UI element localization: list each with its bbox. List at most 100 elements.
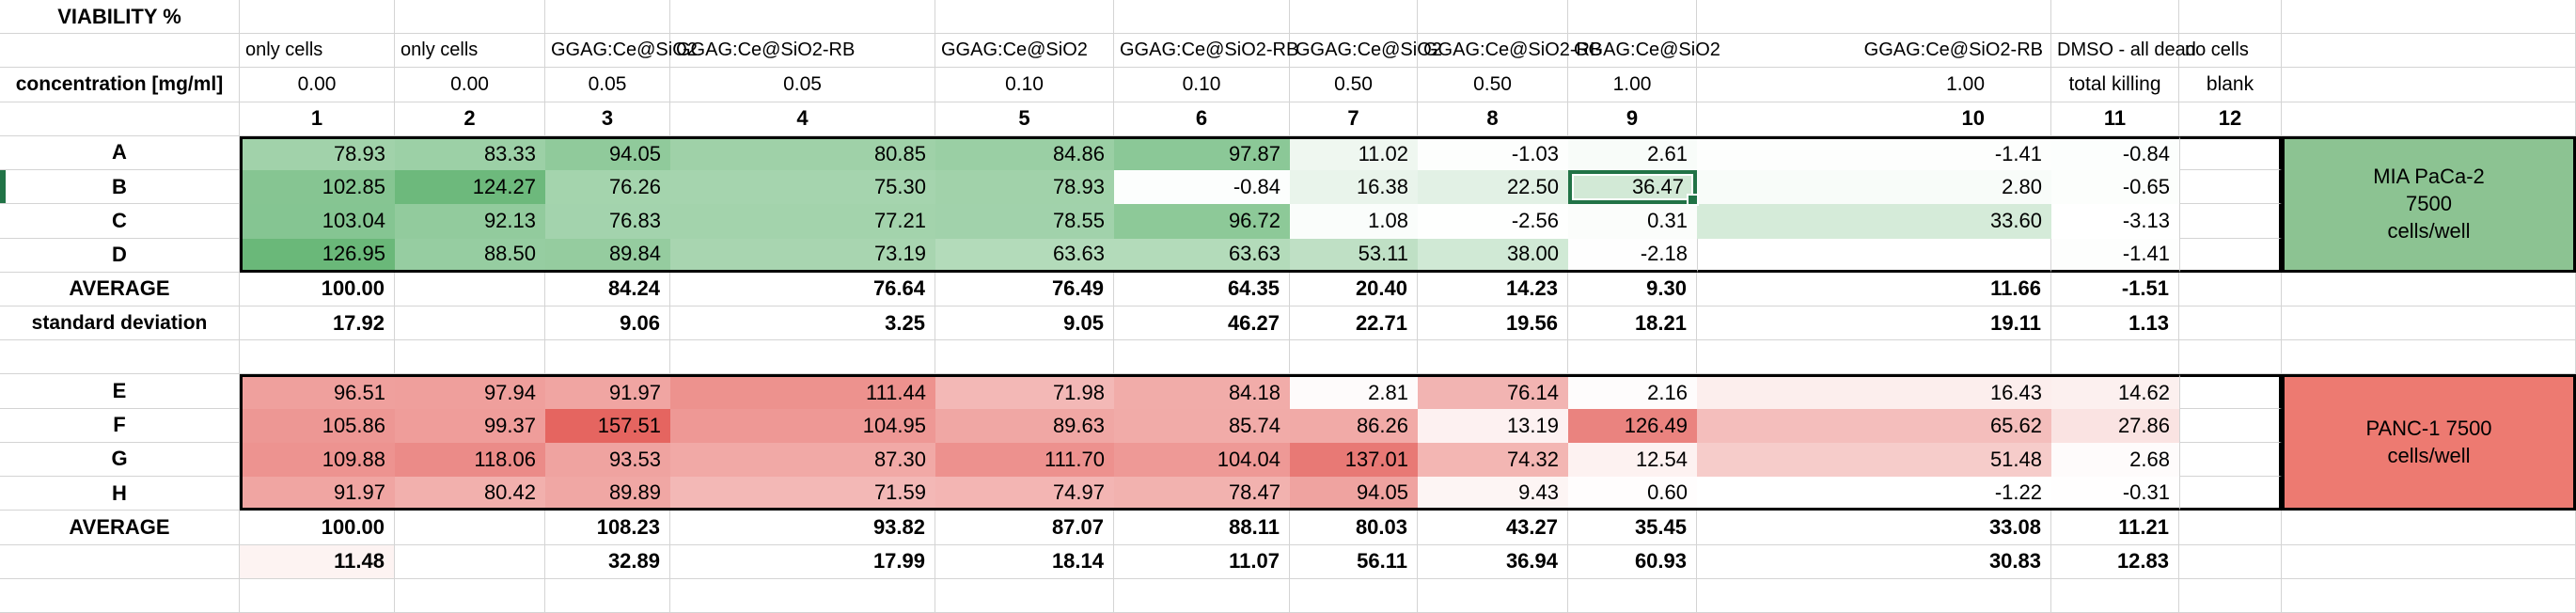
cell-F-c4[interactable]: 104.95 — [670, 408, 935, 443]
cell-D-c12[interactable] — [2179, 238, 2282, 273]
cell-C-c7[interactable]: 1.08 — [1290, 204, 1418, 239]
cell-blank-mia-paca-2-c14[interactable] — [2282, 340, 2576, 375]
cell-G-c3[interactable]: 93.53 — [545, 442, 670, 478]
cell-G-c8[interactable]: 74.32 — [1418, 442, 1568, 478]
cell-D-c3[interactable]: 89.84 — [545, 238, 670, 273]
row-label-G[interactable]: G — [0, 442, 240, 478]
cell-average-mia-paca-2-c10[interactable]: 11.66 — [1697, 272, 2051, 306]
cell-C-c3[interactable]: 76.83 — [545, 204, 670, 239]
header-sample-c11[interactable]: DMSO - all dead — [2051, 34, 2196, 69]
cell-average-panc-1-c2[interactable] — [395, 511, 545, 545]
cell-r1-c6[interactable] — [1114, 0, 1290, 35]
cell-C-c12[interactable] — [2179, 204, 2282, 239]
cell-A-c9[interactable]: 2.61 — [1568, 135, 1697, 171]
side-label-mia-paca-2[interactable]: MIA PaCa-2 7500 cells/well — [2282, 135, 2576, 273]
cell-C-c11[interactable]: -3.13 — [2051, 204, 2179, 239]
cell-r1-c4[interactable] — [670, 0, 935, 35]
cell-E-c11[interactable]: 14.62 — [2051, 374, 2179, 409]
cell-G-c9[interactable]: 12.54 — [1568, 442, 1697, 478]
cell-D-c6[interactable]: 63.63 — [1114, 238, 1290, 273]
cell-H-c5[interactable]: 74.97 — [935, 477, 1114, 511]
row-label-std-panc-1[interactable] — [0, 544, 240, 579]
cell-F-c12[interactable] — [2179, 408, 2282, 443]
cell-E-c4[interactable]: 111.44 — [670, 374, 935, 409]
cell-B-c1[interactable]: 102.85 — [240, 170, 395, 205]
header-conc-c12[interactable]: blank — [2179, 68, 2282, 102]
cell-B-c9[interactable]: 36.47 — [1568, 170, 1699, 207]
cell-G-c2[interactable]: 118.06 — [395, 442, 545, 478]
cell-A-c8[interactable]: -1.03 — [1418, 135, 1568, 171]
cell-std-mia-paca-2-c7[interactable]: 22.71 — [1290, 306, 1418, 341]
cell-G-c11[interactable]: 2.68 — [2051, 442, 2179, 478]
cell-A-c11[interactable]: -0.84 — [2051, 135, 2179, 171]
header-conc-c4[interactable]: 0.05 — [670, 68, 935, 102]
cell-C-c8[interactable]: -2.56 — [1418, 204, 1568, 239]
header-conc-c3[interactable]: 0.05 — [545, 68, 670, 102]
cell-r3-side[interactable] — [2282, 68, 2576, 102]
cell-F-c6[interactable]: 85.74 — [1114, 408, 1290, 443]
cell-std-mia-paca-2-c3[interactable]: 9.06 — [545, 306, 670, 341]
cell-average-mia-paca-2-c11[interactable]: -1.51 — [2051, 272, 2179, 306]
cell-average-panc-1-c10[interactable]: 33.08 — [1697, 511, 2051, 545]
header-sample-c9[interactable]: GGAG:Ce@SiO2 — [1568, 34, 1720, 69]
cell-H-c3[interactable]: 89.89 — [545, 477, 670, 511]
cell-blank-mia-paca-2-c5[interactable] — [670, 340, 935, 375]
cell-average-panc-1-c3[interactable]: 108.23 — [545, 511, 670, 545]
cell-blank-panc-1-c7[interactable] — [1114, 578, 1290, 613]
cell-E-c1[interactable]: 96.51 — [240, 374, 395, 409]
cell-r1-c7[interactable] — [1290, 0, 1418, 35]
cell-r1-c12[interactable] — [2179, 0, 2282, 35]
header-conc-c7[interactable]: 0.50 — [1290, 68, 1418, 102]
sheet-title[interactable]: VIABILITY % — [0, 0, 240, 35]
side-label-panc-1[interactable]: PANC-1 7500 cells/well — [2282, 374, 2576, 511]
cell-std-mia-paca-2-c2[interactable] — [395, 306, 545, 341]
cell-C-c10[interactable]: 33.60 — [1697, 204, 2051, 239]
cell-std-mia-paca-2-c6[interactable]: 46.27 — [1114, 306, 1290, 341]
cell-A-c10[interactable]: -1.41 — [1697, 135, 2051, 171]
cell-std-panc-1-c3[interactable]: 32.89 — [545, 544, 670, 579]
cell-C-c4[interactable]: 77.21 — [670, 204, 935, 239]
row-label-C[interactable]: C — [0, 204, 240, 239]
cell-blank-panc-1-c3[interactable] — [395, 578, 545, 613]
header-concentration-label[interactable]: concentration [mg/ml] — [0, 68, 240, 102]
cell-G-c6[interactable]: 104.04 — [1114, 442, 1290, 478]
row-label-E[interactable]: E — [0, 374, 240, 409]
cell-H-c2[interactable]: 80.42 — [395, 477, 545, 511]
cell-r1-c1[interactable] — [240, 0, 395, 35]
cell-F-c11[interactable]: 27.86 — [2051, 408, 2179, 443]
cell-average-mia-paca-2-c9[interactable]: 9.30 — [1568, 272, 1697, 306]
cell-C-c5[interactable]: 78.55 — [935, 204, 1114, 239]
cell-std-mia-paca-2-c11[interactable]: 1.13 — [2051, 306, 2179, 341]
cell-F-c3[interactable]: 157.51 — [545, 408, 670, 443]
cell-E-c10[interactable]: 16.43 — [1697, 374, 2051, 409]
cell-r4-side[interactable] — [2282, 102, 2576, 136]
cell-B-c5[interactable]: 78.93 — [935, 170, 1114, 205]
cell-average-panc-1-c9[interactable]: 35.45 — [1568, 511, 1697, 545]
cell-std-panc-1-c8[interactable]: 36.94 — [1418, 544, 1568, 579]
cell-std-mia-paca-2-c9[interactable]: 18.21 — [1568, 306, 1697, 341]
cell-r1-c5[interactable] — [935, 0, 1114, 35]
cell-B-c2[interactable]: 124.27 — [395, 170, 545, 205]
cell-average-panc-1-c7[interactable]: 80.03 — [1290, 511, 1418, 545]
header-num-c12[interactable]: 12 — [2179, 102, 2282, 136]
cell-average-mia-paca-2-c3[interactable]: 84.24 — [545, 272, 670, 306]
cell-H-c10[interactable]: -1.22 — [1697, 477, 2051, 511]
cell-B-c6[interactable]: -0.84 — [1114, 170, 1290, 205]
cell-H-c9[interactable]: 0.60 — [1568, 477, 1697, 511]
cell-std-panc-1-c2[interactable] — [395, 544, 545, 579]
cell-H-c12[interactable] — [2179, 477, 2282, 511]
header-num-c11[interactable]: 11 — [2051, 102, 2179, 136]
cell-average-mia-paca-2-c7[interactable]: 20.40 — [1290, 272, 1418, 306]
cell-E-c12[interactable] — [2179, 374, 2282, 409]
cell-r1-c8[interactable] — [1418, 0, 1568, 35]
header-sample-c6[interactable]: GGAG:Ce@SiO2-RB — [1114, 34, 1298, 69]
cell-D-c7[interactable]: 53.11 — [1290, 238, 1418, 273]
cell-average-mia-paca-2-c1[interactable]: 100.00 — [240, 272, 395, 306]
row-label-r2[interactable] — [0, 34, 240, 69]
cell-std-mia-paca-2-c10[interactable]: 19.11 — [1697, 306, 2051, 341]
cell-blank-mia-paca-2-c13[interactable] — [2179, 340, 2282, 375]
cell-B-c8[interactable]: 22.50 — [1418, 170, 1568, 205]
header-num-c4[interactable]: 4 — [670, 102, 935, 136]
cell-C-c6[interactable]: 96.72 — [1114, 204, 1290, 239]
cell-D-c2[interactable]: 88.50 — [395, 238, 545, 273]
